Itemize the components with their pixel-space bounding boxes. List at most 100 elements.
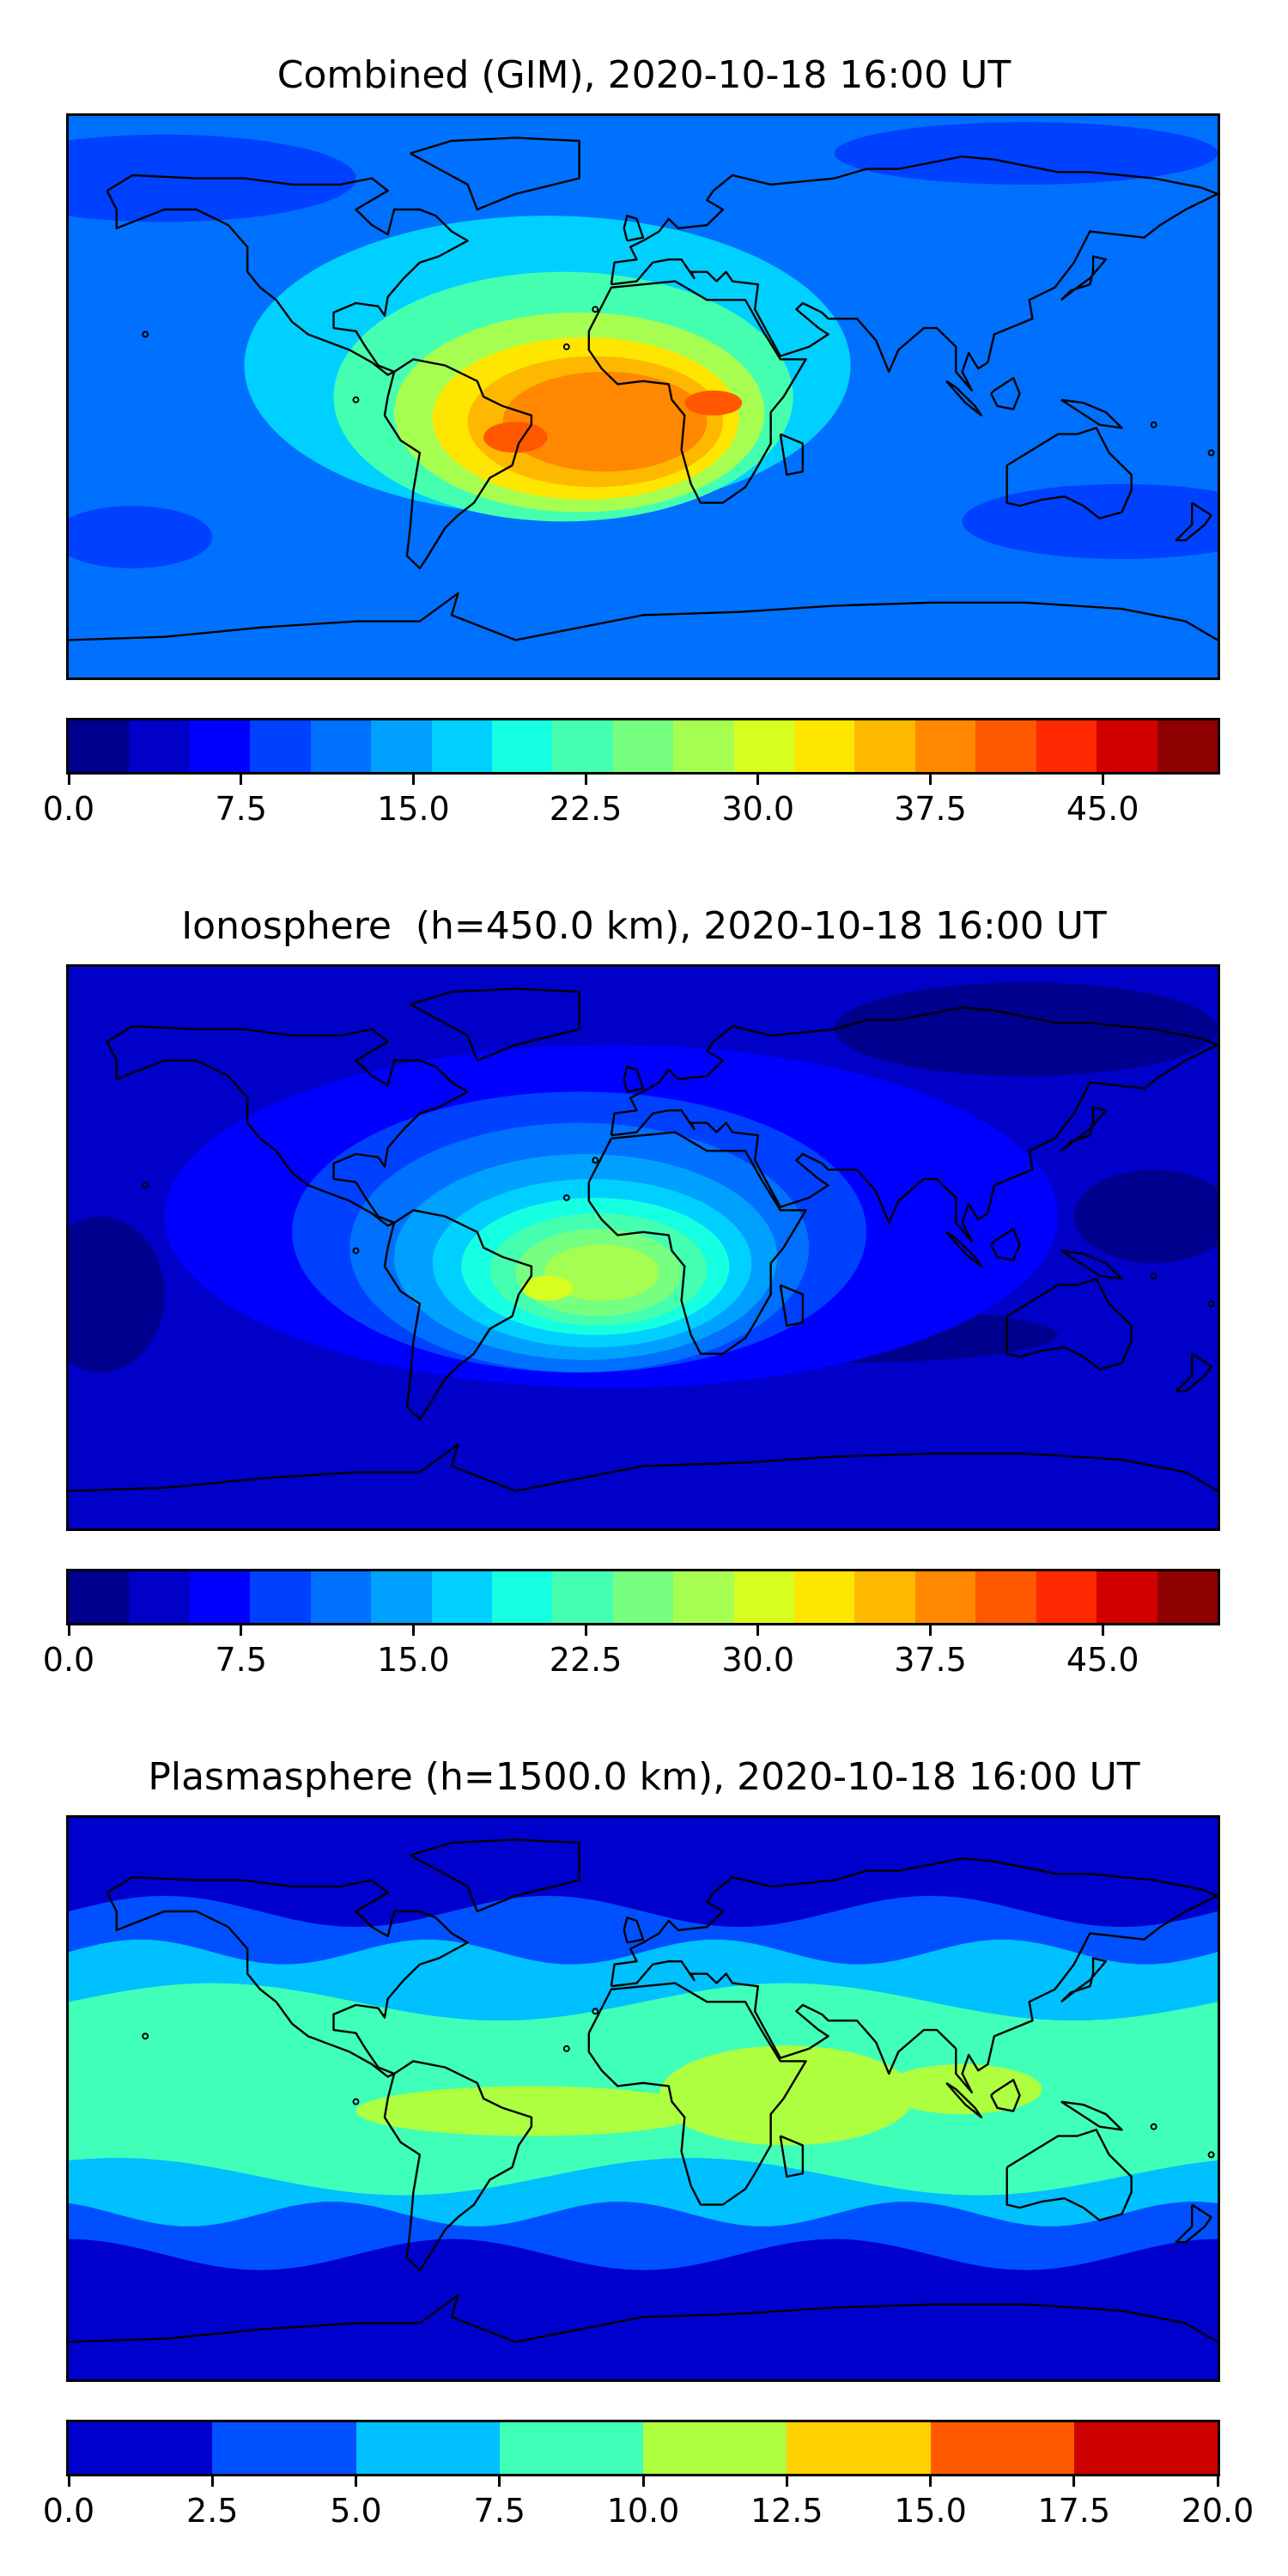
tick-label: 30.0 <box>721 1641 795 1679</box>
island <box>352 2098 360 2105</box>
tick-label: 7.5 <box>215 1641 267 1679</box>
colorbar-swatch <box>491 1571 553 1623</box>
contour-level-blob <box>835 122 1218 185</box>
colorbar-swatch <box>431 720 492 772</box>
colorbar-swatch <box>612 720 674 772</box>
tick-mark <box>756 1625 760 1636</box>
coastline <box>1175 501 1212 542</box>
tick-mark <box>584 775 587 785</box>
island <box>142 331 149 338</box>
tick-label: 0.0 <box>42 790 95 828</box>
colorbar-swatch <box>355 2422 500 2474</box>
tick-label: 15.0 <box>894 2492 967 2530</box>
coastlines <box>69 137 1218 641</box>
tick-label: 45.0 <box>1066 1641 1139 1679</box>
colorbar-swatch <box>250 1571 311 1623</box>
coastline <box>610 1857 1218 2093</box>
tick-mark <box>929 775 932 785</box>
panel-title: Plasmasphere (h=1500.0 km), 2020-10-18 1… <box>148 1755 1140 1799</box>
contour-level-band <box>69 1983 1218 2196</box>
tec-map <box>66 113 1220 680</box>
coastline <box>1005 427 1133 519</box>
coastline <box>69 592 1218 641</box>
coastline <box>106 1875 469 2078</box>
tick-mark <box>67 775 70 785</box>
tec-contour-field <box>69 1818 1218 2379</box>
coastlines <box>69 1838 1218 2343</box>
tick-mark <box>67 2476 70 2487</box>
contour-level-blob <box>659 2045 914 2146</box>
tick-mark <box>355 2476 357 2487</box>
coastlines <box>69 987 1218 1492</box>
coastline <box>1060 1957 1108 2003</box>
coastline <box>1175 2203 1212 2244</box>
coastline <box>106 173 469 376</box>
tick-label: 15.0 <box>377 1641 450 1679</box>
coastline <box>587 1982 807 2206</box>
colorbar-swatch <box>491 720 553 772</box>
coastline <box>610 1006 1218 1242</box>
colorbar-ticks: 0.0 2.5 5.0 7.5 10.0 12.5 15.0 17.5 20.0 <box>43 2476 1254 2530</box>
colorbar-swatch <box>310 720 372 772</box>
contour-level-blob <box>69 1216 165 1373</box>
tick-label: 37.5 <box>894 790 967 828</box>
coastline <box>623 1917 645 1944</box>
island <box>1150 421 1157 428</box>
tick-mark <box>584 1625 587 1636</box>
tec-contour-field <box>69 116 1218 677</box>
contour-level-blob <box>684 390 743 416</box>
colorbar-swatch <box>69 1571 130 1623</box>
colorbar-swatch <box>930 2422 1074 2474</box>
island <box>562 2044 570 2052</box>
map-canvas <box>69 1818 1218 2379</box>
coastline <box>1175 1352 1212 1393</box>
colorbar-swatch <box>212 2422 356 2474</box>
tick-label: 7.5 <box>215 790 267 828</box>
coastline <box>779 1284 805 1327</box>
tick-label: 37.5 <box>894 1641 967 1679</box>
coastline <box>990 377 1021 410</box>
coastline <box>587 1131 807 1355</box>
tick-mark <box>929 2476 932 2487</box>
colorbar-swatch <box>431 1571 492 1623</box>
coastline <box>1060 255 1108 301</box>
tick-mark <box>1216 2476 1219 2487</box>
coastline <box>69 1443 1218 1492</box>
colorbar-swatch <box>1036 1571 1097 1623</box>
colorbar-swatch <box>612 1571 674 1623</box>
island <box>142 1182 149 1189</box>
coastline <box>410 137 580 211</box>
colorbar <box>66 2420 1220 2476</box>
tick-mark <box>240 775 243 785</box>
map-canvas <box>69 116 1218 677</box>
colorbar-ticks: 0.0 7.5 15.0 22.5 30.0 37.5 45.0 <box>43 1625 1220 1679</box>
panel-title: Ionosphere (h=450.0 km), 2020-10-18 16:0… <box>181 904 1107 948</box>
colorbar-swatch <box>371 1571 432 1623</box>
colorbar-swatch <box>129 1571 190 1623</box>
colorbar-swatch <box>1036 720 1097 772</box>
tick-label: 0.0 <box>42 2492 95 2530</box>
colorbar-swatch <box>854 720 915 772</box>
tick-mark <box>785 2476 788 2487</box>
panel-title: Combined (GIM), 2020-10-18 16:00 UT <box>276 53 1012 97</box>
colorbar-swatch <box>794 720 855 772</box>
island <box>1207 449 1215 457</box>
colorbar-swatch <box>643 2422 787 2474</box>
island <box>352 1247 360 1255</box>
island <box>562 1194 570 1201</box>
colorbar-swatch <box>1097 720 1157 772</box>
contour-level-blob <box>502 371 708 472</box>
tick-mark <box>1101 1625 1104 1636</box>
colorbar-swatch <box>854 1571 915 1623</box>
colorbar-swatch <box>250 720 311 772</box>
tec-map <box>66 1815 1220 2382</box>
colorbar-swatch <box>69 720 130 772</box>
colorbar-swatch <box>552 720 613 772</box>
tick-label: 15.0 <box>377 790 450 828</box>
colorbar-swatch <box>189 720 251 772</box>
coastline <box>587 280 807 504</box>
colorbar <box>66 1569 1220 1625</box>
contour-level-blob <box>1073 1170 1218 1264</box>
colorbar-swatch <box>1157 1571 1218 1623</box>
coastline <box>383 1209 533 1421</box>
